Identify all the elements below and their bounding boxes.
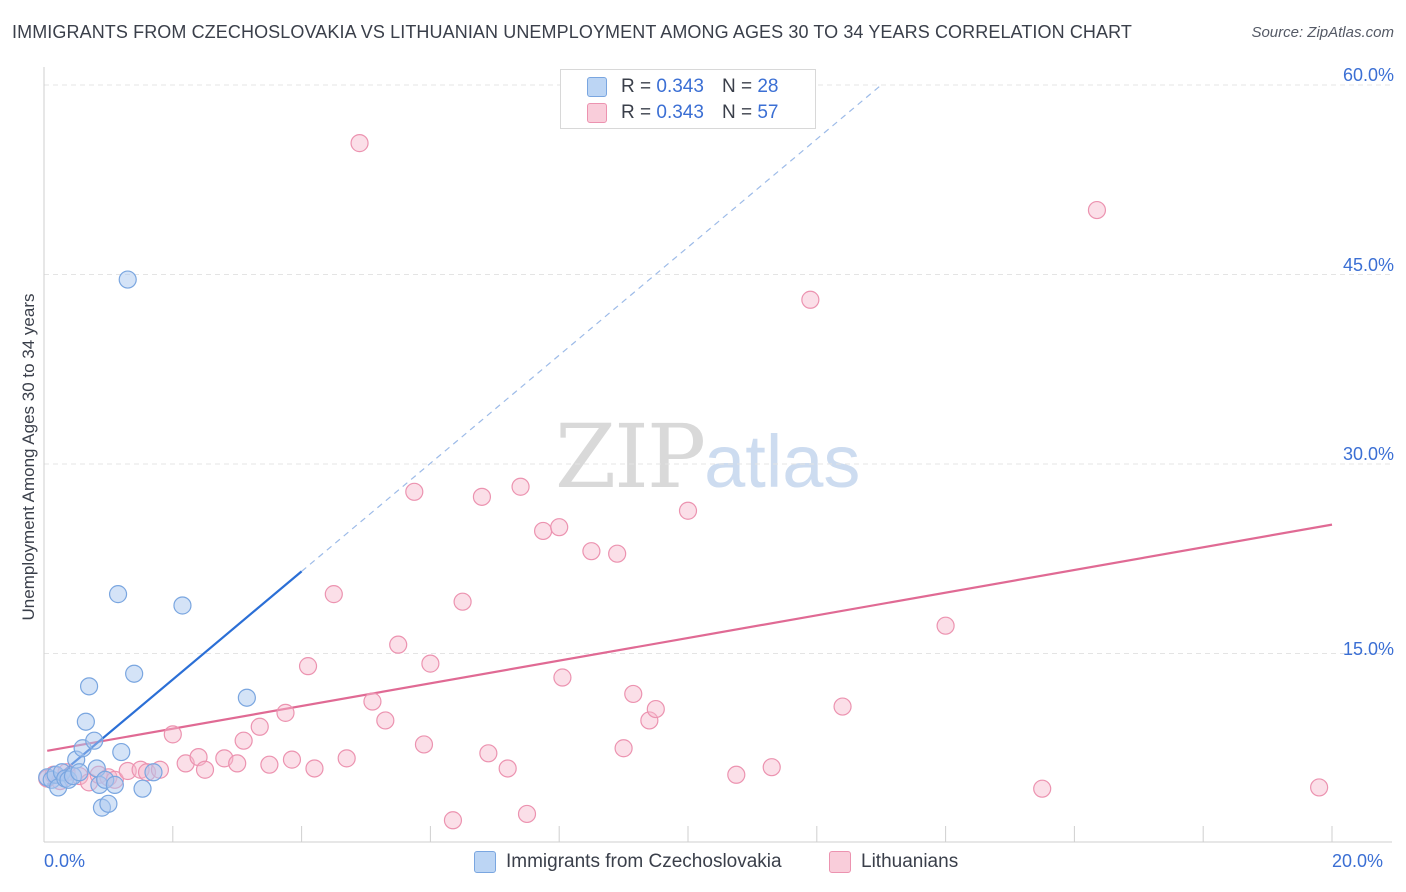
point-lithuanians bbox=[305, 759, 324, 778]
point-lithuanians bbox=[405, 482, 424, 501]
point-lithuanians bbox=[282, 750, 302, 769]
point-czechoslovakia bbox=[237, 688, 256, 707]
point-lithuanians bbox=[833, 697, 852, 716]
point-lithuanians bbox=[727, 765, 746, 784]
point-czechoslovakia bbox=[112, 742, 131, 762]
legend-label: Lithuanians bbox=[861, 851, 959, 872]
point-lithuanians bbox=[608, 544, 627, 563]
y-tick-label: 60.0% bbox=[1342, 65, 1394, 85]
point-czechoslovakia bbox=[118, 270, 137, 289]
r-value: 0.343 bbox=[656, 76, 704, 97]
point-czechoslovakia bbox=[99, 794, 118, 813]
pink-swatch bbox=[587, 103, 607, 123]
point-czechoslovakia bbox=[79, 677, 99, 696]
stats-legend: R = 0.343 N = 28 R = 0.343 N = 57 bbox=[560, 69, 816, 129]
point-lithuanians bbox=[624, 684, 643, 704]
point-lithuanians bbox=[324, 585, 343, 604]
point-lithuanians bbox=[1033, 779, 1052, 798]
point-lithuanians bbox=[276, 703, 295, 722]
point-lithuanians bbox=[234, 731, 253, 750]
point-lithuanians bbox=[414, 735, 434, 754]
point-czechoslovakia bbox=[105, 775, 124, 794]
blue-swatch bbox=[474, 851, 496, 873]
point-lithuanians bbox=[517, 804, 537, 824]
n-label: N = bbox=[721, 76, 753, 97]
point-lithuanians bbox=[511, 477, 530, 496]
stats-legend-row-blue: R = 0.343 N = 28 bbox=[587, 75, 778, 99]
point-lithuanians bbox=[1087, 200, 1107, 220]
legend-label: Immigrants from Czechoslovakia bbox=[506, 851, 782, 872]
legend-item-lithuanians: Lithuanians bbox=[829, 851, 958, 873]
point-lithuanians bbox=[260, 755, 279, 774]
point-czechoslovakia bbox=[70, 763, 89, 782]
point-lithuanians bbox=[350, 134, 369, 153]
watermark-zip: ZIP bbox=[555, 405, 706, 508]
watermark-atlas: atlas bbox=[704, 420, 861, 503]
point-czechoslovakia bbox=[173, 596, 192, 615]
point-czechoslovakia bbox=[76, 712, 95, 731]
point-lithuanians bbox=[678, 501, 698, 520]
point-lithuanians bbox=[298, 657, 318, 676]
point-lithuanians bbox=[1310, 778, 1329, 797]
trend-line-lithuanians bbox=[47, 523, 1333, 752]
point-czechoslovakia bbox=[125, 664, 144, 683]
point-lithuanians bbox=[250, 717, 269, 736]
source-label: Source: ZipAtlas.com bbox=[1251, 24, 1394, 41]
point-lithuanians bbox=[533, 521, 553, 541]
chart-title: IMMIGRANTS FROM CZECHOSLOVAKIA VS LITHUA… bbox=[12, 22, 1132, 42]
point-lithuanians bbox=[376, 711, 395, 730]
r-label: R = bbox=[621, 102, 652, 123]
point-czechoslovakia bbox=[144, 763, 163, 782]
x-tick-label-max: 20.0% bbox=[1332, 851, 1384, 871]
point-lithuanians bbox=[228, 754, 247, 773]
y-tick-label: 30.0% bbox=[1342, 444, 1394, 464]
point-lithuanians bbox=[195, 760, 215, 779]
blue-swatch bbox=[587, 77, 607, 97]
x-tick-label-min: 0.0% bbox=[44, 851, 86, 871]
legend-item-czechoslovakia: Immigrants from Czechoslovakia bbox=[474, 851, 782, 873]
point-czechoslovakia bbox=[108, 585, 128, 604]
point-lithuanians bbox=[614, 739, 633, 758]
axis-layer bbox=[43, 67, 1392, 843]
n-label: N = bbox=[721, 102, 753, 123]
point-czechoslovakia bbox=[85, 731, 104, 750]
point-lithuanians bbox=[389, 635, 408, 654]
trend-layer bbox=[46, 84, 1333, 786]
series-legend: Immigrants from Czechoslovakia Lithuania… bbox=[0, 851, 1406, 877]
point-lithuanians bbox=[479, 744, 498, 763]
point-lithuanians bbox=[118, 761, 137, 781]
n-value: 57 bbox=[757, 102, 779, 123]
point-lithuanians bbox=[498, 759, 517, 778]
point-lithuanians bbox=[472, 487, 492, 506]
points-layer bbox=[38, 134, 1329, 830]
point-lithuanians bbox=[363, 692, 382, 711]
r-label: R = bbox=[621, 76, 652, 97]
y-tick-label: 15.0% bbox=[1342, 638, 1394, 659]
point-lithuanians bbox=[337, 749, 356, 768]
grid-layer bbox=[44, 84, 1392, 654]
point-lithuanians bbox=[640, 711, 659, 730]
trend-line-czechoslovakia-extension bbox=[301, 84, 882, 572]
point-lithuanians bbox=[443, 811, 463, 830]
point-lithuanians bbox=[453, 592, 472, 611]
point-lithuanians bbox=[646, 699, 665, 719]
pink-swatch bbox=[829, 851, 851, 873]
stats-legend-row-pink: R = 0.343 N = 57 bbox=[587, 101, 778, 125]
point-lithuanians bbox=[582, 542, 601, 561]
point-lithuanians bbox=[421, 654, 440, 673]
point-lithuanians bbox=[936, 616, 955, 635]
r-value: 0.343 bbox=[656, 102, 704, 123]
point-lithuanians bbox=[801, 290, 820, 309]
point-lithuanians bbox=[163, 725, 182, 744]
point-lithuanians bbox=[550, 518, 569, 537]
y-tick-label: 45.0% bbox=[1342, 254, 1394, 275]
point-czechoslovakia bbox=[133, 779, 152, 798]
watermark: ZIPatlas bbox=[555, 405, 860, 508]
n-value: 28 bbox=[757, 76, 779, 97]
point-lithuanians bbox=[762, 758, 781, 777]
point-lithuanians bbox=[553, 668, 572, 687]
